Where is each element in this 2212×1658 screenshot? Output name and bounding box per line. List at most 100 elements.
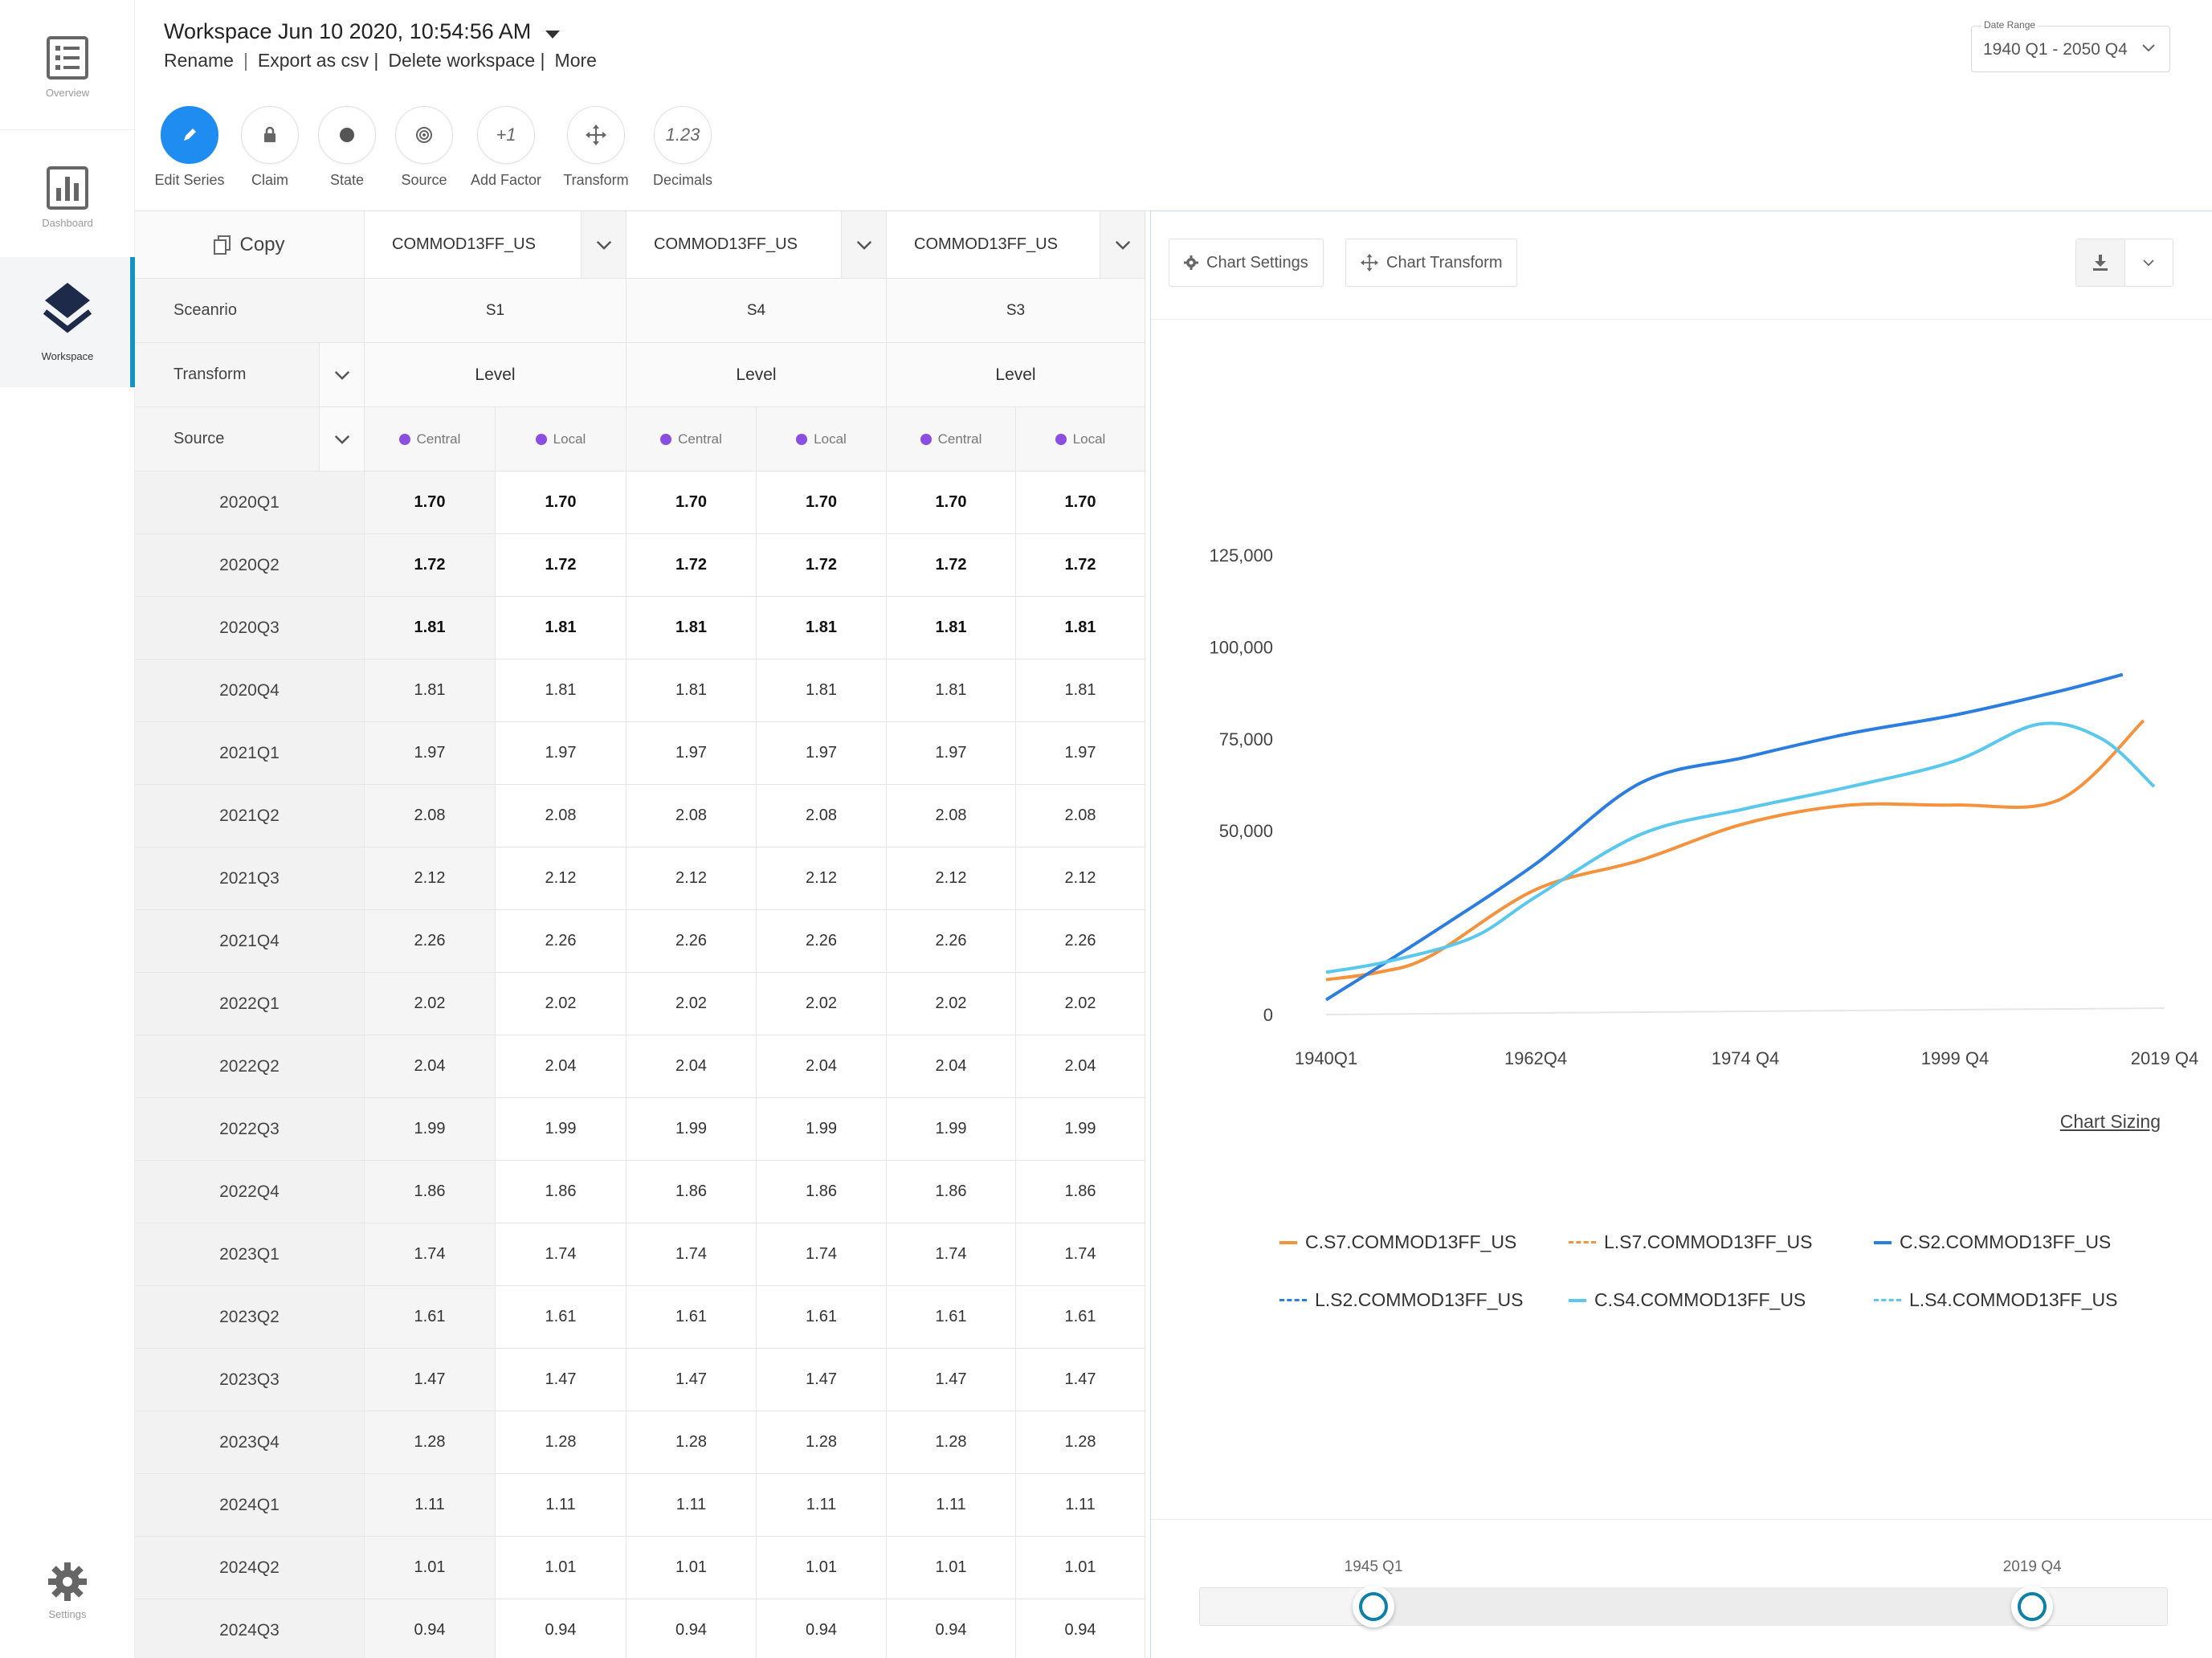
value-cell[interactable]: 1.74 (757, 1223, 887, 1286)
decimals-button[interactable]: 1.23 Decimals (643, 106, 723, 189)
value-cell[interactable]: 1.74 (365, 1223, 496, 1286)
series-line-c-s4-commod13ff_us[interactable] (1325, 721, 2156, 974)
legend-item[interactable]: L.S7.COMMOD13FF_US (1569, 1231, 1812, 1253)
value-cell[interactable]: 1.11 (757, 1474, 887, 1537)
value-cell[interactable]: 2.08 (757, 785, 887, 847)
value-cell[interactable]: 1.70 (365, 472, 496, 534)
value-cell[interactable]: 1.61 (365, 1286, 496, 1349)
value-cell[interactable]: 1.47 (626, 1349, 757, 1411)
value-cell[interactable]: 1.01 (365, 1537, 496, 1599)
value-cell[interactable]: 1.28 (496, 1411, 626, 1474)
edit-series-button[interactable]: Edit Series (149, 106, 230, 189)
value-cell[interactable]: 1.70 (887, 472, 1016, 534)
value-cell[interactable]: 2.04 (1016, 1035, 1145, 1098)
delete-workspace-link[interactable]: Delete workspace | (388, 50, 545, 71)
value-cell[interactable]: 1.47 (496, 1349, 626, 1411)
value-cell[interactable]: 1.70 (1016, 472, 1145, 534)
legend-item[interactable]: C.S4.COMMOD13FF_US (1569, 1289, 1806, 1311)
value-cell[interactable]: 1.47 (757, 1349, 887, 1411)
export-csv-link[interactable]: Export as csv | (257, 50, 379, 71)
value-cell[interactable]: 1.11 (496, 1474, 626, 1537)
value-cell[interactable]: 2.02 (757, 973, 887, 1035)
value-cell[interactable]: 2.12 (626, 847, 757, 910)
value-cell[interactable]: 1.86 (887, 1161, 1016, 1223)
value-cell[interactable]: 1.97 (1016, 722, 1145, 785)
value-cell[interactable]: 0.94 (496, 1599, 626, 1658)
legend-item[interactable]: L.S2.COMMOD13FF_US (1279, 1289, 1523, 1311)
value-cell[interactable]: 1.01 (757, 1537, 887, 1599)
value-cell[interactable]: 2.08 (365, 785, 496, 847)
more-link[interactable]: More (554, 50, 597, 71)
value-cell[interactable]: 2.04 (365, 1035, 496, 1098)
value-cell[interactable]: 1.81 (365, 597, 496, 660)
value-cell[interactable]: 1.47 (1016, 1349, 1145, 1411)
value-cell[interactable]: 1.28 (365, 1411, 496, 1474)
chart-settings-button[interactable]: Chart Settings (1169, 239, 1324, 287)
value-cell[interactable]: 1.72 (365, 534, 496, 597)
value-cell[interactable]: 0.94 (757, 1599, 887, 1658)
download-button[interactable] (2076, 239, 2125, 286)
value-cell[interactable]: 2.12 (757, 847, 887, 910)
value-cell[interactable]: 2.02 (626, 973, 757, 1035)
series-dropdown[interactable] (842, 211, 887, 279)
value-cell[interactable]: 1.11 (887, 1474, 1016, 1537)
value-cell[interactable]: 2.02 (496, 973, 626, 1035)
value-cell[interactable]: 2.08 (887, 785, 1016, 847)
series-line-c-s7-commod13ff_us[interactable] (1325, 719, 2145, 982)
state-button[interactable]: State (307, 106, 387, 189)
value-cell[interactable]: 2.12 (887, 847, 1016, 910)
series-name[interactable]: COMMOD13FF_US (887, 211, 1100, 279)
value-cell[interactable]: 1.47 (887, 1349, 1016, 1411)
workspace-title-dropdown[interactable]: Workspace Jun 10 2020, 10:54:56 AM (164, 19, 561, 44)
value-cell[interactable]: 1.28 (626, 1411, 757, 1474)
chart-sizing-link[interactable]: Chart Sizing (2059, 1111, 2161, 1132)
value-cell[interactable]: 2.08 (1016, 785, 1145, 847)
value-cell[interactable]: 2.02 (887, 973, 1016, 1035)
value-cell[interactable]: 2.26 (365, 910, 496, 973)
value-cell[interactable]: 2.12 (1016, 847, 1145, 910)
value-cell[interactable]: 2.26 (626, 910, 757, 973)
value-cell[interactable]: 1.61 (626, 1286, 757, 1349)
value-cell[interactable]: 2.04 (757, 1035, 887, 1098)
value-cell[interactable]: 1.99 (365, 1098, 496, 1161)
value-cell[interactable]: 1.61 (1016, 1286, 1145, 1349)
value-cell[interactable]: 1.47 (365, 1349, 496, 1411)
value-cell[interactable]: 1.01 (887, 1537, 1016, 1599)
value-cell[interactable]: 1.81 (757, 597, 887, 660)
value-cell[interactable]: 0.94 (365, 1599, 496, 1658)
transform-button[interactable]: Transform (556, 106, 636, 189)
value-cell[interactable]: 1.11 (365, 1474, 496, 1537)
value-cell[interactable]: 1.86 (496, 1161, 626, 1223)
value-cell[interactable]: 1.81 (496, 597, 626, 660)
value-cell[interactable]: 1.81 (757, 660, 887, 722)
value-cell[interactable]: 2.12 (496, 847, 626, 910)
value-cell[interactable]: 1.74 (887, 1223, 1016, 1286)
value-cell[interactable]: 1.86 (626, 1161, 757, 1223)
value-cell[interactable]: 1.11 (1016, 1474, 1145, 1537)
value-cell[interactable]: 1.01 (496, 1537, 626, 1599)
download-options-button[interactable] (2125, 239, 2173, 286)
value-cell[interactable]: 1.81 (626, 660, 757, 722)
value-cell[interactable]: 2.04 (626, 1035, 757, 1098)
value-cell[interactable]: 1.81 (887, 660, 1016, 722)
value-cell[interactable]: 1.72 (626, 534, 757, 597)
value-cell[interactable]: 2.26 (1016, 910, 1145, 973)
rename-link[interactable]: Rename (164, 50, 234, 71)
value-cell[interactable]: 2.26 (887, 910, 1016, 973)
value-cell[interactable]: 1.99 (496, 1098, 626, 1161)
legend-item[interactable]: C.S7.COMMOD13FF_US (1279, 1231, 1516, 1253)
value-cell[interactable]: 1.61 (887, 1286, 1016, 1349)
value-cell[interactable]: 1.81 (887, 597, 1016, 660)
chart-transform-button[interactable]: Chart Transform (1345, 239, 1518, 287)
sidebar-item-workspace[interactable]: Workspace (0, 257, 135, 387)
value-cell[interactable]: 1.97 (365, 722, 496, 785)
value-cell[interactable]: 1.72 (496, 534, 626, 597)
value-cell[interactable]: 1.72 (757, 534, 887, 597)
value-cell[interactable]: 1.70 (626, 472, 757, 534)
copy-button[interactable]: Copy (135, 211, 365, 279)
value-cell[interactable]: 1.99 (757, 1098, 887, 1161)
value-cell[interactable]: 1.86 (1016, 1161, 1145, 1223)
series-name[interactable]: COMMOD13FF_US (365, 211, 582, 279)
legend-item[interactable]: C.S2.COMMOD13FF_US (1874, 1231, 2111, 1253)
value-cell[interactable]: 0.94 (1016, 1599, 1145, 1658)
